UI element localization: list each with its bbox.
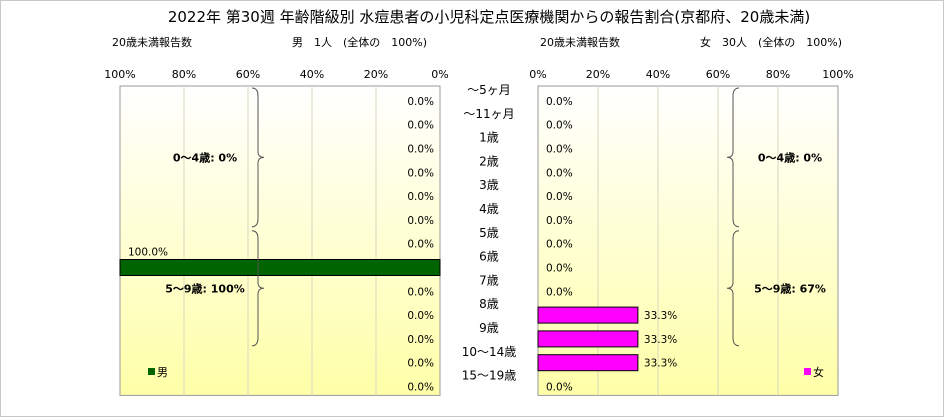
x-tick-label: 80% xyxy=(172,68,196,81)
bar xyxy=(537,330,639,348)
data-label: 33.3% xyxy=(644,358,677,370)
category-label: 3歳 xyxy=(479,178,499,192)
x-tick-label: 60% xyxy=(706,68,730,81)
bar xyxy=(119,259,441,276)
legend-label: 女 xyxy=(813,365,824,379)
data-label: 0.0% xyxy=(407,191,434,203)
data-label: 100.0% xyxy=(128,247,168,259)
left-subtitle-total: 男 1人 (全体の 100%) xyxy=(292,35,427,49)
category-label: 7歳 xyxy=(479,273,499,287)
group-brace xyxy=(251,87,265,228)
right-subtitle-total: 女 30人 (全体の 100%) xyxy=(700,35,842,49)
category-label: ～11ヶ月 xyxy=(463,107,514,121)
category-label: 5歳 xyxy=(479,226,499,240)
legend-label: 男 xyxy=(157,366,168,379)
data-label: 0.0% xyxy=(546,120,573,132)
x-tick-label: 40% xyxy=(300,68,324,81)
data-label: 0.0% xyxy=(407,96,434,108)
data-label: 0.0% xyxy=(546,144,573,156)
data-label: 0.0% xyxy=(407,382,434,394)
data-label: 0.0% xyxy=(546,286,573,298)
group-annotation: 0～4歳: 0% xyxy=(173,150,237,164)
data-label: 0.0% xyxy=(546,215,573,227)
category-label: 10～14歳 xyxy=(462,345,517,359)
data-label: 0.0% xyxy=(407,310,434,322)
data-label: 0.0% xyxy=(407,144,434,156)
category-label: 6歳 xyxy=(479,250,499,264)
chart-title: 2022年 第30週 年齢階級別 水痘患者の小児科定点医療機関からの報告割合(京… xyxy=(168,8,810,26)
group-annotation: 0～4歳: 0% xyxy=(758,150,822,164)
data-label: 0.0% xyxy=(546,239,573,251)
data-label: 0.0% xyxy=(546,382,573,394)
data-label: 0.0% xyxy=(407,334,434,346)
group-brace xyxy=(726,230,740,347)
data-label: 0.0% xyxy=(407,215,434,227)
x-tick-label: 80% xyxy=(766,68,790,81)
plot-left: 100% 80% 60% 40% 20% 0% 0.0% 0.0% 0.0% 0.0% 0.0% 0.… xyxy=(104,68,449,396)
legend-swatch xyxy=(148,368,155,375)
x-tick-label: 40% xyxy=(646,68,670,81)
group-brace xyxy=(726,87,740,228)
data-label: 0.0% xyxy=(407,167,434,179)
data-label: 0.0% xyxy=(546,263,573,275)
x-tick-label: 60% xyxy=(236,68,260,81)
group-brace xyxy=(251,230,265,347)
data-label: 0.0% xyxy=(407,239,434,251)
data-label: 0.0% xyxy=(407,358,434,370)
group-annotation: 5～9歳: 67% xyxy=(754,281,826,295)
data-label: 0.0% xyxy=(546,167,573,179)
left-subtitle-count: 20歳未満報告数 xyxy=(112,36,192,49)
data-label: 33.3% xyxy=(644,334,677,346)
category-label: 2歳 xyxy=(479,154,499,168)
category-label: 8歳 xyxy=(479,297,499,311)
plot-area-right xyxy=(537,85,839,396)
bar xyxy=(537,354,639,372)
category-label: 9歳 xyxy=(479,321,499,335)
data-label: 0.0% xyxy=(407,120,434,132)
x-tick-label: 0% xyxy=(529,68,546,81)
plot-right: 0% 20% 40% 60% 80% 100% 0.0% 0.0% 0.0% 0.0% 0.0% 0.… xyxy=(529,68,854,396)
data-label: 0.0% xyxy=(407,286,434,298)
plot-area-left xyxy=(119,85,441,396)
x-tick-label: 20% xyxy=(364,68,388,81)
x-tick-label: 100% xyxy=(822,68,853,81)
group-annotation: 5～9歳: 100% xyxy=(165,281,245,295)
category-label: 4歳 xyxy=(479,202,499,216)
x-tick-label: 0% xyxy=(431,68,448,81)
x-tick-label: 100% xyxy=(104,68,135,81)
right-subtitle-count: 20歳未満報告数 xyxy=(540,36,620,49)
legend-swatch xyxy=(804,368,811,375)
category-label: ～5ヶ月 xyxy=(467,83,511,97)
category-label: 15～19歳 xyxy=(462,369,517,383)
x-tick-label: 20% xyxy=(586,68,610,81)
data-label: 0.0% xyxy=(546,191,573,203)
category-label: 1歳 xyxy=(479,131,499,145)
bar xyxy=(537,306,639,324)
data-label: 0.0% xyxy=(546,96,573,108)
data-label: 33.3% xyxy=(644,310,677,322)
